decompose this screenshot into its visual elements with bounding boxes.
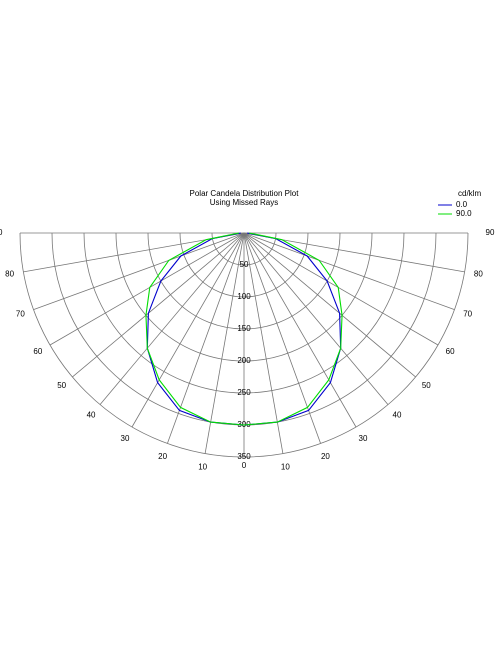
angle-tick-label: 60 <box>33 347 42 356</box>
grid-spoke <box>72 232 245 378</box>
r-tick-label: 250 <box>237 388 251 397</box>
grid-spoke <box>243 232 321 444</box>
angle-tick-label: 10 <box>281 462 290 471</box>
legend-label: 90.0 <box>456 209 472 218</box>
grid-spoke <box>167 232 245 444</box>
series-line <box>243 232 343 426</box>
r-tick-label: 200 <box>237 356 251 365</box>
angle-tick-label: 30 <box>359 434 368 443</box>
grid-spoke <box>49 232 245 346</box>
series-line <box>146 232 245 426</box>
grid-spoke <box>243 232 455 310</box>
grid-spoke <box>243 232 357 428</box>
angle-tick-label: 60 <box>446 347 455 356</box>
angle-tick-label: 90 <box>0 228 3 237</box>
series-line <box>145 232 245 426</box>
angle-tick-label: 40 <box>87 410 96 419</box>
angle-tick-label: 30 <box>121 434 130 443</box>
angle-tick-label: 70 <box>463 310 472 319</box>
angle-tick-label: 0 <box>242 461 247 470</box>
legend-label: 0.0 <box>456 200 468 209</box>
angle-tick-label: 80 <box>474 269 483 278</box>
r-tick-label: 100 <box>237 292 251 301</box>
grid-spoke <box>131 232 245 428</box>
r-tick-label: 150 <box>237 324 251 333</box>
angle-tick-label: 40 <box>393 410 402 419</box>
grid-spoke <box>243 232 416 378</box>
angle-tick-label: 20 <box>321 452 330 461</box>
angle-tick-label: 20 <box>158 452 167 461</box>
grid-spoke <box>243 232 284 454</box>
series-line <box>243 232 342 426</box>
angle-tick-label: 50 <box>422 381 431 390</box>
chart-subtitle: Using Missed Rays <box>210 198 278 207</box>
grid-spoke <box>204 232 245 454</box>
r-tick-label: 50 <box>240 260 249 269</box>
grid-spoke <box>243 232 389 405</box>
angle-tick-label: 50 <box>57 381 66 390</box>
angle-tick-label: 10 <box>198 462 207 471</box>
grid-spoke <box>99 232 245 405</box>
grid-spoke <box>33 232 245 310</box>
angle-tick-label: 70 <box>16 310 25 319</box>
legend-title: cd/klm <box>458 189 481 198</box>
r-tick-label: 350 <box>237 452 251 461</box>
angle-tick-label: 80 <box>5 269 14 278</box>
angle-tick-label: 90 <box>486 228 495 237</box>
grid-spoke <box>243 232 439 346</box>
chart-title: Polar Candela Distribution Plot <box>190 189 300 198</box>
